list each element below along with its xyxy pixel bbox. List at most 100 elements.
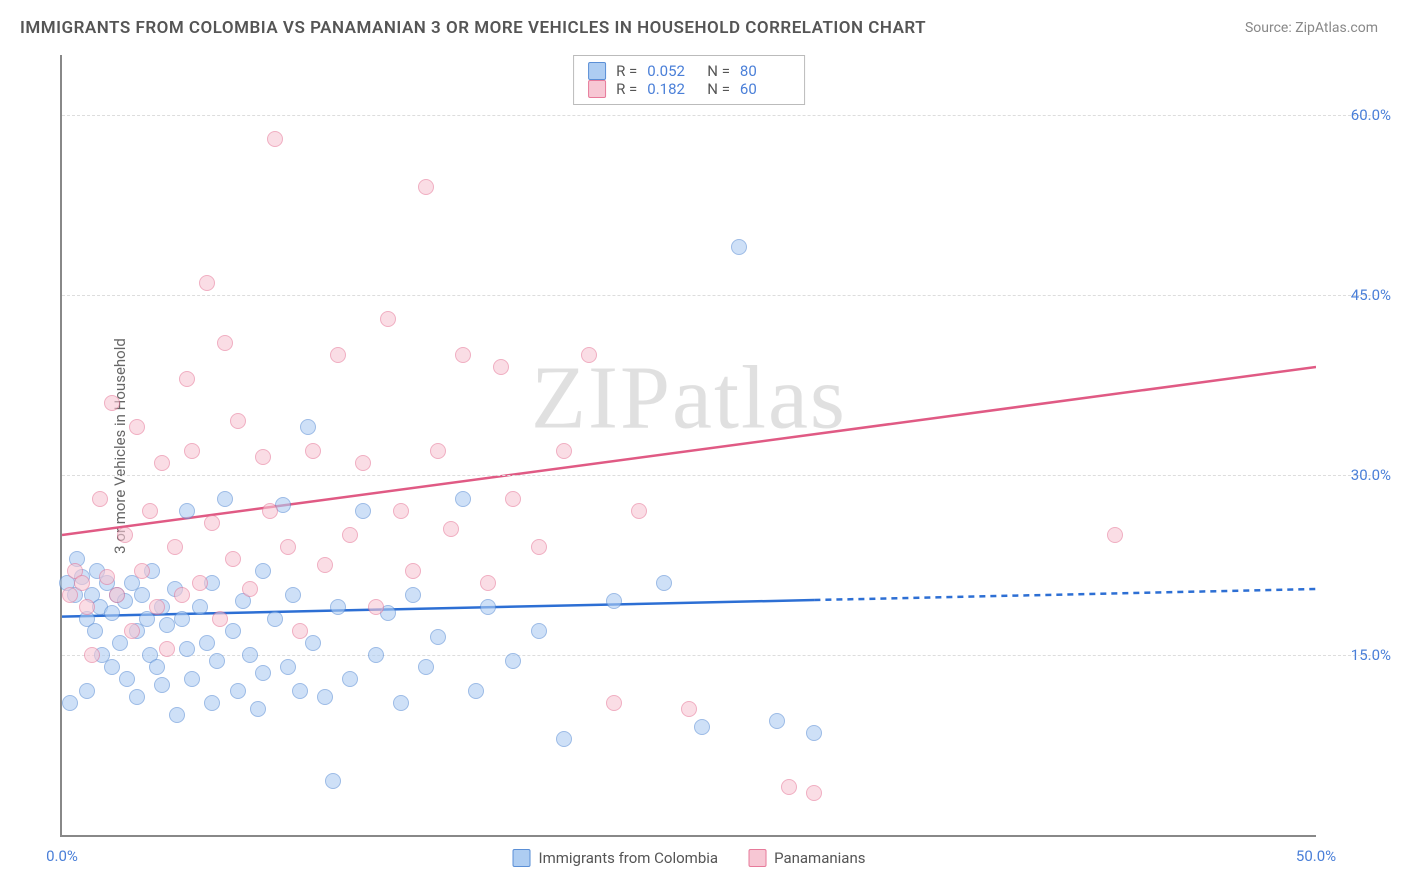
scatter-point bbox=[192, 575, 208, 591]
scatter-point bbox=[325, 773, 341, 789]
scatter-point bbox=[230, 683, 246, 699]
scatter-point bbox=[134, 587, 150, 603]
scatter-point bbox=[330, 599, 346, 615]
r-value: 0.182 bbox=[647, 80, 697, 98]
scatter-point bbox=[531, 539, 547, 555]
scatter-point bbox=[192, 599, 208, 615]
scatter-point bbox=[606, 593, 622, 609]
plot-area: ZIPatlas R = 0.052 N = 80 R = 0.182 N = … bbox=[60, 55, 1316, 837]
scatter-point bbox=[556, 443, 572, 459]
scatter-point bbox=[606, 695, 622, 711]
gridline bbox=[62, 115, 1376, 116]
scatter-point bbox=[79, 683, 95, 699]
scatter-point bbox=[405, 563, 421, 579]
scatter-point bbox=[104, 659, 120, 675]
scatter-point bbox=[179, 503, 195, 519]
correlation-legend: R = 0.052 N = 80 R = 0.182 N = 60 bbox=[573, 55, 805, 105]
gridline bbox=[62, 655, 1376, 656]
y-tick-label: 45.0% bbox=[1351, 286, 1391, 304]
scatter-point bbox=[167, 539, 183, 555]
scatter-point bbox=[556, 731, 572, 747]
scatter-point bbox=[154, 455, 170, 471]
scatter-point bbox=[267, 611, 283, 627]
scatter-point bbox=[305, 443, 321, 459]
scatter-point bbox=[217, 491, 233, 507]
scatter-point bbox=[129, 689, 145, 705]
scatter-point bbox=[154, 677, 170, 693]
legend-swatch-icon bbox=[588, 62, 606, 80]
scatter-point bbox=[84, 647, 100, 663]
chart-container: IMMIGRANTS FROM COLOMBIA VS PANAMANIAN 3… bbox=[0, 0, 1406, 892]
scatter-point bbox=[174, 587, 190, 603]
legend-row-series1: R = 0.052 N = 80 bbox=[588, 62, 790, 80]
scatter-point bbox=[250, 701, 266, 717]
scatter-point bbox=[212, 611, 228, 627]
legend-label: Immigrants from Colombia bbox=[539, 849, 719, 867]
scatter-point bbox=[531, 623, 547, 639]
scatter-point bbox=[305, 635, 321, 651]
scatter-point bbox=[184, 671, 200, 687]
scatter-point bbox=[255, 563, 271, 579]
legend-row-series2: R = 0.182 N = 60 bbox=[588, 80, 790, 98]
scatter-point bbox=[418, 659, 434, 675]
x-tick-label: 50.0% bbox=[1296, 847, 1336, 865]
r-label: R = bbox=[616, 80, 637, 98]
scatter-point bbox=[149, 599, 165, 615]
scatter-point bbox=[342, 527, 358, 543]
scatter-point bbox=[694, 719, 710, 735]
scatter-point bbox=[159, 617, 175, 633]
scatter-point bbox=[179, 641, 195, 657]
scatter-point bbox=[184, 443, 200, 459]
scatter-point bbox=[199, 635, 215, 651]
scatter-point bbox=[242, 581, 258, 597]
scatter-point bbox=[204, 515, 220, 531]
scatter-point bbox=[292, 623, 308, 639]
r-label: R = bbox=[616, 62, 637, 80]
chart-title: IMMIGRANTS FROM COLOMBIA VS PANAMANIAN 3… bbox=[20, 18, 926, 38]
scatter-point bbox=[169, 707, 185, 723]
scatter-point bbox=[204, 695, 220, 711]
scatter-point bbox=[418, 179, 434, 195]
scatter-point bbox=[87, 623, 103, 639]
scatter-point bbox=[393, 503, 409, 519]
scatter-point bbox=[209, 653, 225, 669]
scatter-point bbox=[179, 371, 195, 387]
scatter-point bbox=[62, 695, 78, 711]
scatter-point bbox=[505, 491, 521, 507]
scatter-point bbox=[285, 587, 301, 603]
legend-item-panamanians: Panamanians bbox=[748, 849, 865, 867]
scatter-point bbox=[806, 785, 822, 801]
scatter-point bbox=[79, 599, 95, 615]
scatter-point bbox=[267, 131, 283, 147]
n-value: 60 bbox=[740, 80, 790, 98]
scatter-point bbox=[355, 503, 371, 519]
scatter-point bbox=[342, 671, 358, 687]
trend-lines-svg bbox=[62, 55, 1316, 835]
scatter-point bbox=[104, 395, 120, 411]
scatter-point bbox=[149, 659, 165, 675]
legend-swatch-icon bbox=[588, 80, 606, 98]
scatter-point bbox=[230, 413, 246, 429]
scatter-point bbox=[455, 347, 471, 363]
scatter-point bbox=[468, 683, 484, 699]
scatter-point bbox=[480, 575, 496, 591]
scatter-point bbox=[317, 689, 333, 705]
scatter-point bbox=[380, 311, 396, 327]
scatter-point bbox=[781, 779, 797, 795]
legend-item-colombia: Immigrants from Colombia bbox=[513, 849, 719, 867]
scatter-point bbox=[455, 491, 471, 507]
scatter-point bbox=[430, 629, 446, 645]
scatter-point bbox=[330, 347, 346, 363]
source-attribution: Source: ZipAtlas.com bbox=[1245, 20, 1378, 36]
scatter-point bbox=[225, 623, 241, 639]
legend-swatch-icon bbox=[748, 849, 766, 867]
scatter-point bbox=[393, 695, 409, 711]
scatter-point bbox=[129, 419, 145, 435]
scatter-point bbox=[368, 599, 384, 615]
scatter-point bbox=[368, 647, 384, 663]
gridline bbox=[62, 295, 1376, 296]
scatter-point bbox=[480, 599, 496, 615]
scatter-point bbox=[300, 419, 316, 435]
scatter-point bbox=[280, 659, 296, 675]
scatter-point bbox=[493, 359, 509, 375]
